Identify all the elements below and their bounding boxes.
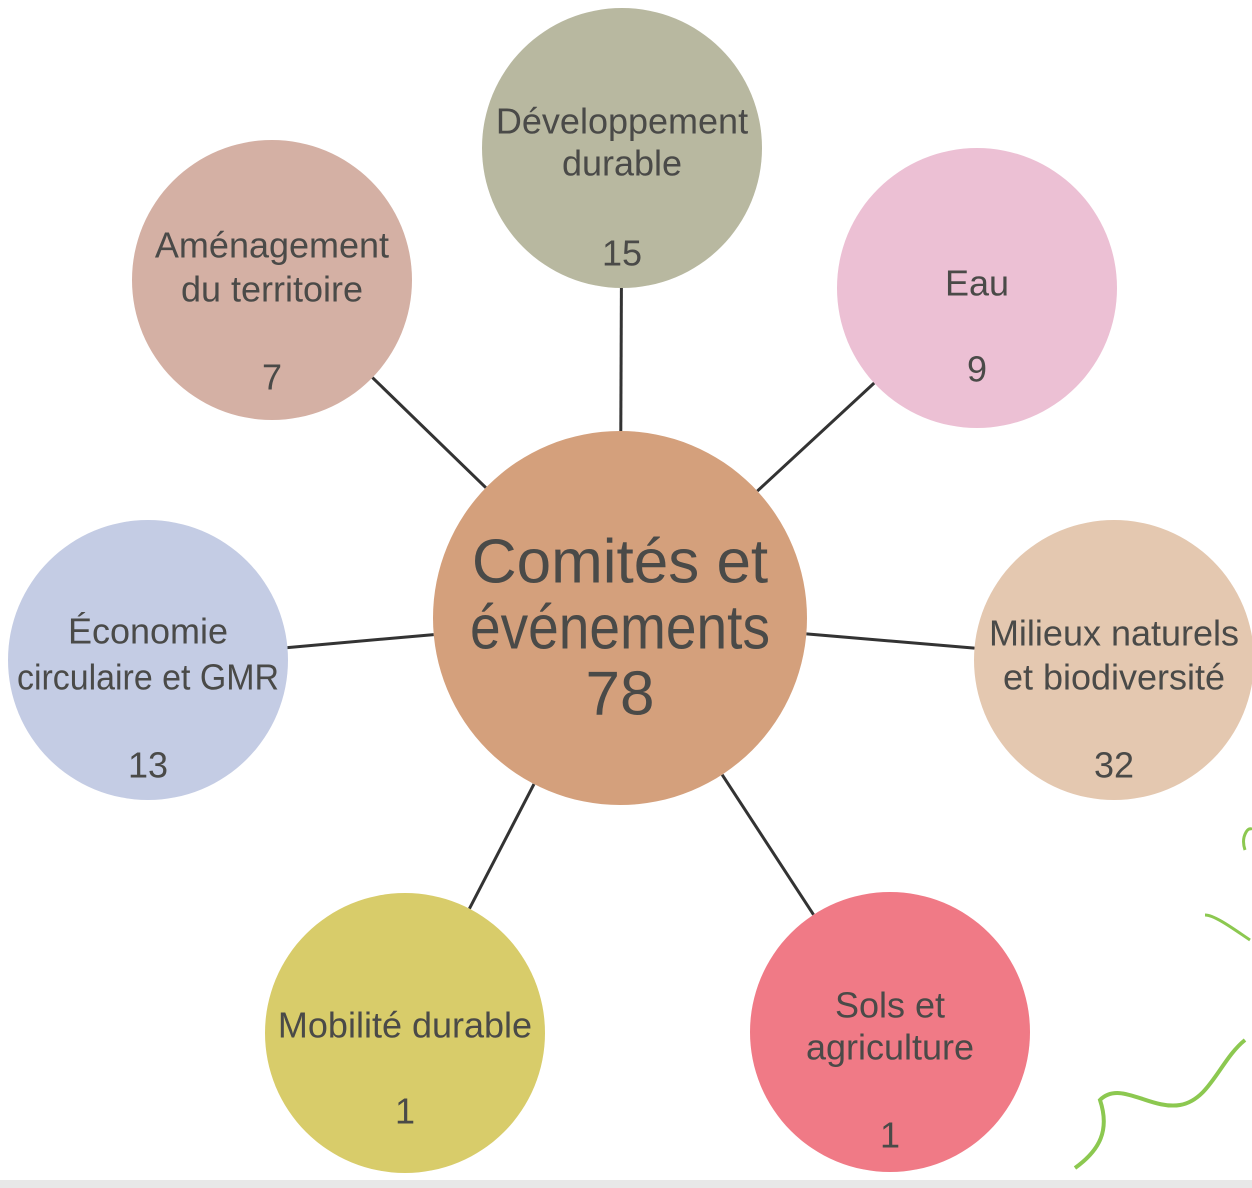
topic-label: Sols et [835,985,945,1026]
topic-count: 13 [128,745,168,786]
topic-count: 9 [967,349,987,390]
decoration [1075,1040,1245,1168]
connector [287,635,433,648]
topic-count: 1 [880,1115,900,1156]
connector [469,784,534,909]
topic-count: 1 [395,1091,415,1132]
connector [372,378,485,488]
topic-label: Économie [68,611,228,652]
decoration [1205,829,1252,940]
topic-label: Milieux naturels [989,613,1239,654]
topic-label: du territoire [181,269,363,310]
topic-label: et biodiversité [1003,657,1225,698]
topic-count: 7 [262,357,282,398]
topic-label: circulaire et GMR [17,657,279,698]
connector [621,288,622,431]
topic-count: 32 [1094,745,1134,786]
connector [806,634,974,648]
bottom-bar [0,1180,1252,1188]
diagram: Développementdurable 15 Eau 9 Milieux nature… [0,0,1252,1188]
topic-label: Mobilité durable [278,1005,532,1046]
topic-label: Aménagement [155,225,389,266]
connector [722,775,813,915]
topic-count: 15 [602,233,642,274]
topic-label: Eau [945,263,1009,304]
center-label: événements [470,593,770,662]
topic-label: durable [562,143,682,184]
topic-label: Développement [496,101,748,142]
connector [757,383,874,491]
center-count: 78 [586,659,655,728]
topic-label: agriculture [806,1027,974,1068]
center-label: Comités et [472,527,768,596]
